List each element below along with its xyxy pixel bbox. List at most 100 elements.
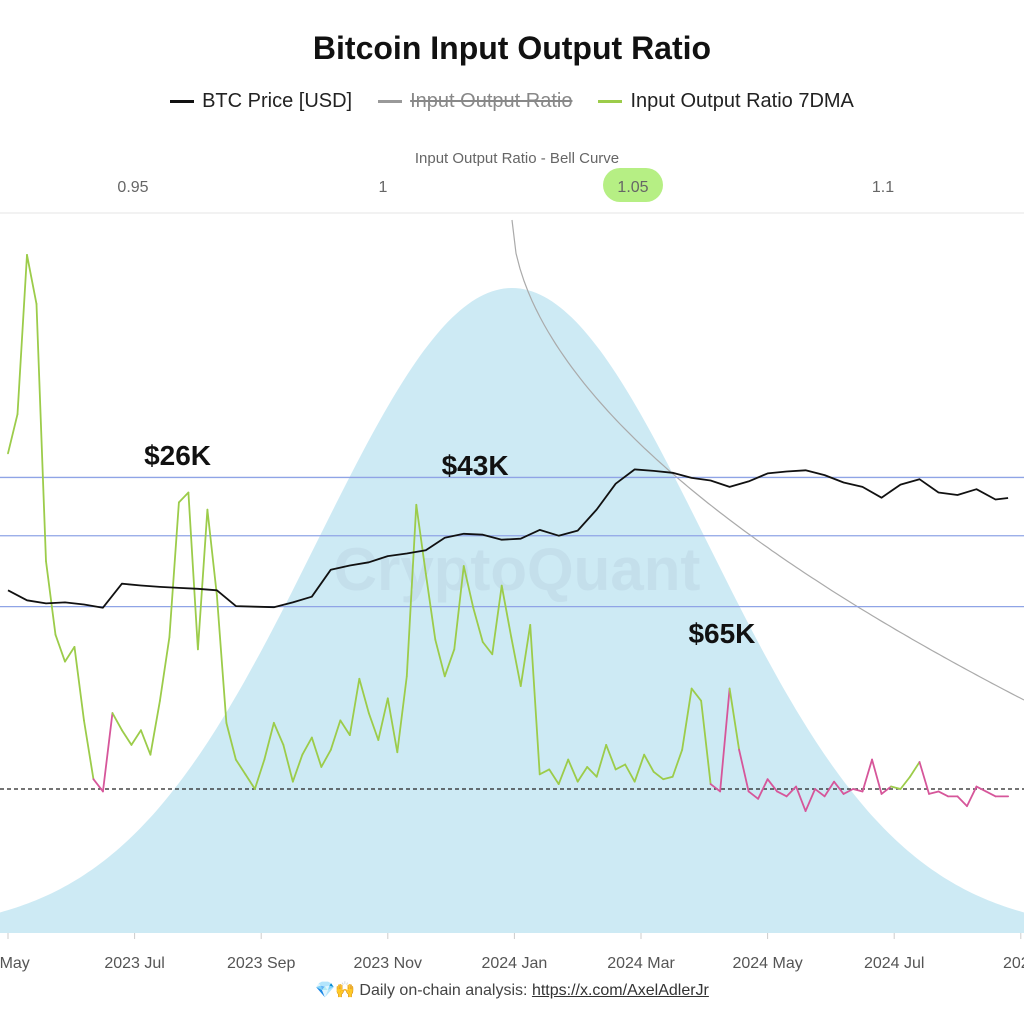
ratio-7dma-segment — [168, 501, 180, 638]
ratio-7dma-segment — [728, 687, 741, 751]
ratio-7dma-segment — [329, 719, 342, 751]
ratio-7dma-segment — [310, 736, 323, 768]
x-axis: 3 May 2023 Jul 2023 Sep 2023 Nov 2024 Jan 202… — [0, 933, 1024, 972]
ratio-7dma-segment — [443, 648, 456, 678]
top-axis: Input Output Ratio - Bell Curve0.850.90.… — [117, 150, 894, 202]
highlighted-tick-pill — [603, 168, 663, 202]
ratio-7dma-segment — [320, 748, 332, 768]
ratio-7dma-segment — [861, 758, 873, 793]
ratio-7dma-segment — [301, 736, 313, 756]
watermark-layer: CryptoQuant — [334, 536, 701, 603]
ratio-7dma-segment — [576, 766, 589, 783]
ratio-7dma-segment — [928, 790, 940, 795]
ratio-7dma-segment — [975, 785, 987, 793]
ratio-7dma-segment — [700, 699, 712, 785]
ratio-reference-curve — [511, 219, 1024, 701]
footer-text: Daily on-chain analysis: — [359, 982, 528, 999]
x-tick-label: 2024 — [1003, 955, 1024, 972]
legend-label-input-output-ratio: Input Output Ratio — [410, 90, 573, 112]
ratio-7dma-segment — [35, 302, 47, 563]
ratio-7dma-segment — [244, 773, 256, 790]
ratio-7dma-segment — [16, 253, 28, 416]
top-tick-1.05: 1.05 — [617, 179, 648, 196]
ratio-7dma-segment — [757, 778, 769, 800]
top-axis-label: Input Output Ratio - Bell Curve — [415, 150, 619, 167]
ratio-7dma-segment — [671, 748, 684, 778]
ratio-7dma-segment — [709, 783, 722, 793]
ratio-7dma-segment — [662, 775, 674, 781]
legend-item-btc-price[interactable]: BTC Price [USD] — [170, 90, 352, 113]
ratio-7dma-segment — [215, 594, 228, 724]
legend-item-input-output-ratio[interactable]: Input Output Ratio — [378, 90, 572, 113]
ratio-7dma-segment — [130, 729, 142, 746]
watermark: CryptoQuant — [334, 536, 701, 603]
ratio-7dma-segment — [804, 788, 816, 812]
diamond-hands-icon: 💎🙌 — [315, 982, 355, 999]
ratio-7dma-segment — [348, 677, 361, 736]
legend-item-ratio-7dma[interactable]: Input Output Ratio 7DMA — [598, 90, 854, 113]
x-tick-label: 2023 Nov — [354, 955, 423, 972]
ratio-7dma-segment — [519, 623, 532, 687]
ratio-7dma-segment — [377, 697, 389, 741]
ratio-7dma-segment — [92, 778, 104, 793]
x-tick-label: 2024 May — [732, 955, 802, 972]
ratio-7dma-segment — [187, 491, 199, 651]
ratio-7dma-segment — [424, 572, 437, 641]
ratio-7dma-segment — [643, 753, 655, 773]
ratio-7dma-segment — [652, 770, 665, 781]
ratio-7dma-segment — [937, 790, 949, 798]
ratio-7dma-segment — [358, 677, 370, 714]
ratio-7dma-segment — [26, 253, 38, 305]
ratio-7dma-segment — [586, 766, 598, 778]
ratio-7dma-segment — [234, 758, 247, 776]
ratio-7dma-segment — [614, 763, 627, 771]
ratio-7dma-segment — [206, 508, 218, 597]
ratio-7dma-segment — [510, 636, 522, 687]
ratio-7dma-segment — [282, 744, 294, 783]
x-tick-label: 2023 Jul — [104, 955, 165, 972]
ratio-7dma-segment — [111, 712, 123, 732]
ratio-7dma-segment — [367, 712, 380, 741]
ratio-7dma-segment — [747, 790, 760, 800]
ratio-7dma-segment — [291, 753, 304, 783]
top-tick-0.95: 0.95 — [117, 179, 148, 196]
price-annotation-26K: $26K — [144, 440, 211, 471]
ratio-7dma-segment — [633, 753, 646, 783]
ratio-7dma-segment — [159, 636, 171, 702]
chart-title: Bitcoin Input Output Ratio — [312, 30, 712, 66]
ratio-7dma-segment — [83, 719, 95, 781]
ratio-7dma-segment — [776, 790, 788, 798]
ratio-7dma-segment — [842, 788, 854, 795]
ratio-7dma-segment — [396, 675, 408, 754]
ratio-7dma-segment — [766, 778, 778, 793]
footer-link[interactable]: https://x.com/AxelAdlerJr — [531, 982, 709, 999]
legend: BTC Price [USD] Input Output Ratio Input… — [0, 90, 1024, 113]
legend-swatch-ratio-7dma — [598, 100, 623, 103]
ratio-7dma-segment — [557, 758, 570, 785]
ratio-7dma-segment — [738, 748, 750, 793]
btc-price-line — [7, 468, 1009, 609]
ratio-7dma-segment — [253, 758, 266, 790]
ratio-7dma-segment — [453, 565, 465, 651]
ratio-7dma-segment — [462, 565, 475, 609]
top-tick-1.1: 1.1 — [872, 179, 894, 196]
ratio-7dma-segment — [481, 641, 494, 656]
ratio-7dma-segment — [795, 785, 807, 812]
ratio-7dma-segment — [785, 785, 797, 798]
ratio-7dma-segment — [140, 729, 152, 756]
ratio-7dma-segment — [814, 788, 826, 798]
ratio-7dma-segment — [690, 687, 703, 702]
ratio-7dma-segment — [852, 788, 864, 793]
x-tick-label: 2024 Mar — [607, 955, 675, 972]
ratio-7dma-segment — [823, 780, 835, 798]
price-annotation-65K: $65K — [688, 618, 755, 649]
ratio-7dma-segment — [890, 785, 902, 790]
ratio-7dma-segment — [567, 758, 579, 783]
ratio-7dma-segment — [918, 761, 930, 795]
ratio-7dma-segment — [434, 638, 446, 678]
ratio-7dma-segment — [64, 646, 76, 663]
x-tick-label: 2023 Sep — [227, 955, 296, 972]
x-tick-label: 2024 Jul — [864, 955, 925, 972]
ratio-7dma-segment — [178, 491, 190, 504]
